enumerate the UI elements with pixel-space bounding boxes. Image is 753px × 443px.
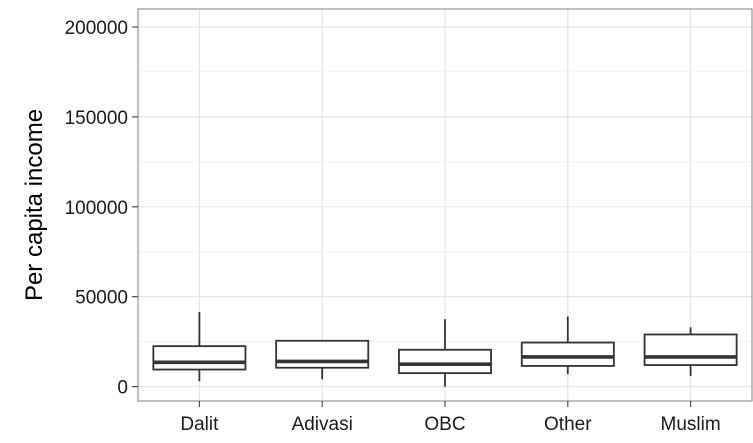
box-muslim bbox=[643, 327, 738, 376]
x-tick-label: Adivasi bbox=[292, 414, 353, 435]
boxplot-series bbox=[152, 311, 738, 387]
iqr-box bbox=[520, 341, 615, 367]
iqr-box bbox=[398, 348, 492, 375]
box-other bbox=[520, 316, 615, 375]
x-tick-label: Other bbox=[544, 414, 592, 435]
iqr-box bbox=[643, 333, 738, 366]
y-tick-label: 200000 bbox=[65, 18, 128, 39]
iqr-box bbox=[275, 339, 370, 369]
y-tick-label: 150000 bbox=[65, 108, 128, 129]
iqr-box bbox=[152, 345, 247, 371]
box-obc bbox=[398, 319, 492, 387]
axes: 0 50000 100000 150000 200000 Dalit Adivasi OBC O… bbox=[65, 18, 721, 435]
box-dalit bbox=[152, 311, 247, 382]
y-tick-label: 50000 bbox=[75, 288, 128, 309]
x-tick-label: OBC bbox=[424, 414, 465, 435]
x-tick-label: Muslim bbox=[661, 414, 721, 435]
y-axis-title: Per capita income bbox=[21, 109, 48, 301]
y-tick-label: 0 bbox=[117, 378, 128, 399]
x-tick-label: Dalit bbox=[180, 414, 219, 435]
y-tick-label: 100000 bbox=[65, 198, 128, 219]
box-adivasi bbox=[275, 339, 370, 380]
